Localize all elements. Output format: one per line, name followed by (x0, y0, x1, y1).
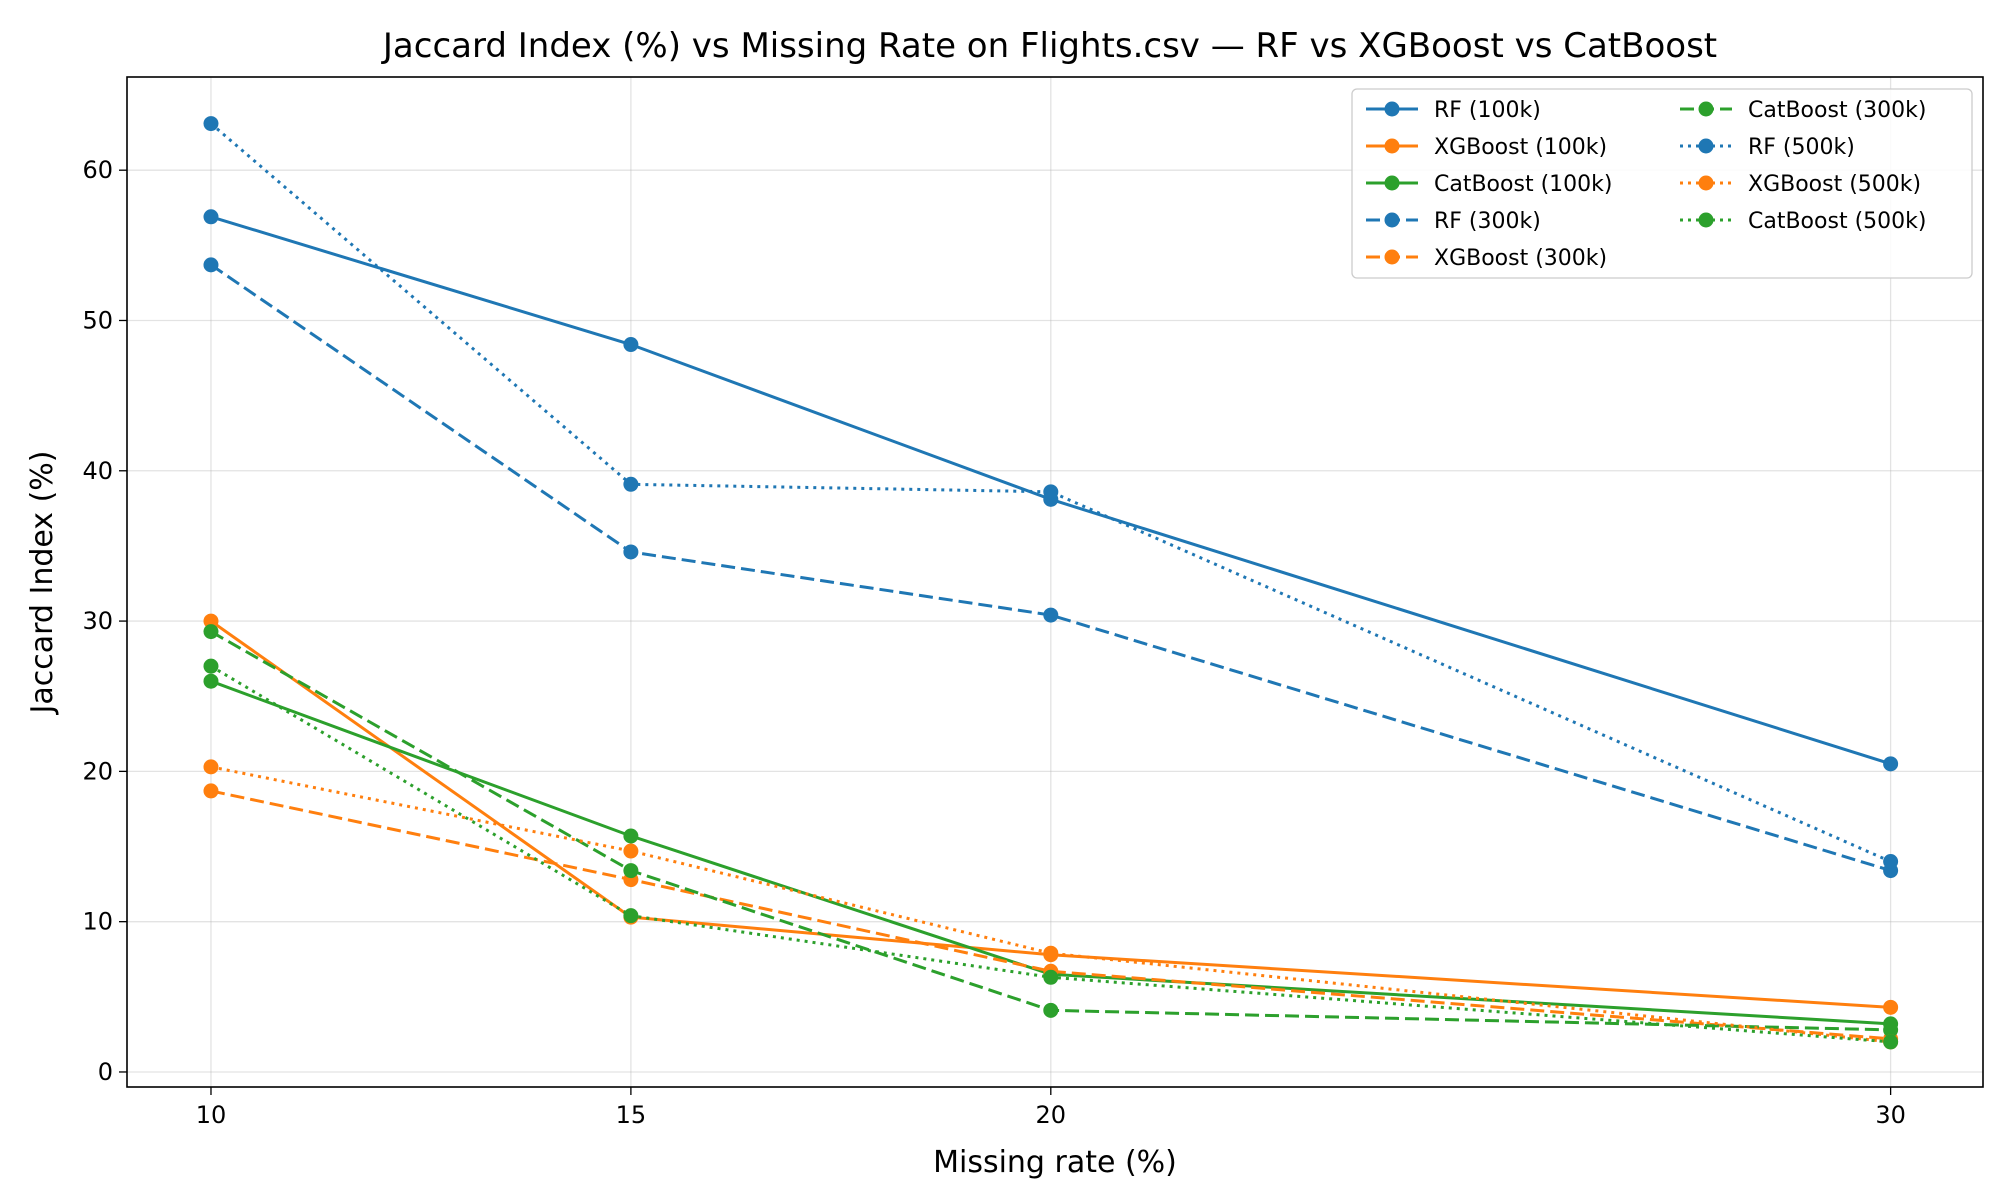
data-point (203, 624, 219, 640)
legend-marker (1698, 101, 1714, 117)
data-point (1043, 969, 1059, 985)
data-point (623, 863, 639, 879)
series-line (210, 630, 1891, 1032)
legend-marker (1384, 138, 1400, 154)
legend-item: RF (100k) (1366, 98, 1541, 123)
plot-frame (126, 76, 1984, 1088)
series-line (210, 263, 1892, 873)
legend-marker (1384, 175, 1400, 191)
data-point (623, 843, 639, 859)
series-catboost-500k (203, 658, 1899, 1050)
legend-box (1351, 88, 1973, 279)
data-point (203, 673, 219, 689)
y-tick-label: 10 (82, 908, 113, 936)
axes: 10 15 20 30 0 10 20 30 40 50 60 (82, 156, 1905, 1129)
data-point (203, 209, 219, 225)
data-point (1043, 1002, 1059, 1018)
series-line (210, 215, 1892, 766)
y-tick-label: 30 (82, 607, 113, 635)
grid-lines (127, 77, 1983, 1087)
legend-marker (1698, 175, 1714, 191)
data-point (623, 828, 639, 844)
legend-marker (1384, 212, 1400, 228)
legend-label: XGBoost (300k) (1434, 246, 1607, 271)
y-tick-label: 40 (82, 457, 113, 485)
series-lines (203, 116, 1899, 1050)
series-line (210, 122, 1892, 863)
legend-item: CatBoost (500k) (1680, 209, 1926, 234)
y-axis-label: Jaccard Index (%) (25, 450, 60, 715)
legend-marker (1384, 249, 1400, 265)
chart-title: Jaccard Index (%) vs Missing Rate on Fli… (381, 26, 1717, 66)
series-rf-300k (203, 257, 1899, 879)
legend-label: RF (100k) (1434, 98, 1541, 123)
legend-marker (1698, 212, 1714, 228)
data-point (203, 783, 219, 799)
y-tick-label: 50 (82, 306, 113, 334)
data-point (203, 658, 219, 674)
legend: RF (100k) XGBoost (100k) CatBoost (100k) RF… (1351, 88, 1973, 279)
data-point (203, 257, 219, 273)
data-point (1883, 1022, 1899, 1038)
series-catboost-300k (203, 624, 1899, 1038)
legend-label: RF (500k) (1748, 135, 1855, 160)
x-tick-label: 10 (196, 1101, 227, 1129)
x-tick-label: 15 (616, 1101, 647, 1129)
data-point (623, 476, 639, 492)
legend-label: CatBoost (300k) (1748, 98, 1926, 123)
legend-label: XGBoost (500k) (1748, 172, 1921, 197)
x-axis-label: Missing rate (%) (933, 1145, 1177, 1180)
legend-item: CatBoost (300k) (1680, 98, 1926, 123)
data-point (1883, 1034, 1899, 1050)
series-line (210, 765, 1891, 1044)
data-point (203, 613, 219, 629)
legend-item: XGBoost (300k) (1366, 246, 1607, 271)
data-point (1883, 999, 1899, 1015)
data-point (623, 544, 639, 560)
data-point (1883, 756, 1899, 772)
data-point (203, 116, 219, 132)
legend-item: RF (500k) (1680, 135, 1855, 160)
data-point (1043, 607, 1059, 623)
series-rf-500k (203, 116, 1899, 870)
data-point (1043, 945, 1059, 961)
legend-item: XGBoost (500k) (1680, 172, 1921, 197)
data-point (1043, 484, 1059, 500)
data-point (623, 337, 639, 353)
x-tick-label: 20 (1036, 1101, 1067, 1129)
series-rf-100k (203, 209, 1899, 772)
data-point (623, 908, 639, 924)
legend-item: CatBoost (100k) (1366, 172, 1612, 197)
y-tick-label: 0 (98, 1058, 113, 1086)
legend-item: XGBoost (100k) (1366, 135, 1607, 160)
series-line (210, 619, 1891, 1009)
legend-marker (1698, 138, 1714, 154)
legend-label: RF (300k) (1434, 209, 1541, 234)
y-tick-label: 20 (82, 757, 113, 785)
series-line (210, 789, 1891, 1041)
data-point (1883, 854, 1899, 870)
data-point (203, 759, 219, 775)
x-tick-label: 30 (1875, 1101, 1906, 1129)
legend-item: RF (300k) (1366, 209, 1541, 234)
y-tick-label: 60 (82, 156, 113, 184)
legend-marker (1384, 101, 1400, 117)
legend-label: XGBoost (100k) (1434, 135, 1607, 160)
legend-label: CatBoost (500k) (1748, 209, 1926, 234)
legend-label: CatBoost (100k) (1434, 172, 1612, 197)
